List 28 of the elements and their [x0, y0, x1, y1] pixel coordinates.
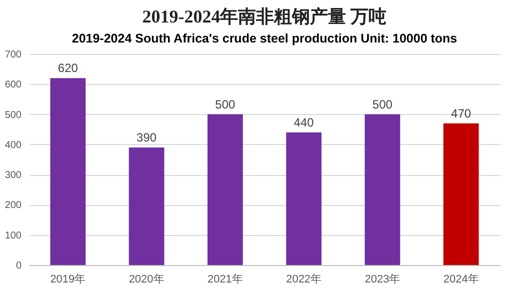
data-label: 440	[294, 115, 314, 130]
y-tick-label: 0	[16, 260, 22, 272]
data-label: 470	[451, 106, 472, 120]
y-tick-label: 500	[4, 110, 22, 121]
y-tick-label: 200	[4, 200, 22, 212]
y-tick-label: 100	[4, 230, 22, 242]
y-tick-label: 600	[4, 80, 22, 91]
y-tick-label: 400	[4, 140, 22, 151]
chart-title: 2019-2024年南非粗钢产量 万吨	[142, 6, 387, 26]
data-label: 390	[136, 130, 157, 144]
bar	[443, 123, 479, 265]
x-tick-label: 2023年	[364, 274, 400, 286]
x-tick-label: 2019年	[50, 274, 86, 286]
data-label: 500	[215, 97, 236, 112]
x-tick-label: 2024年	[443, 274, 479, 286]
x-tick-label: 2020年	[128, 274, 164, 286]
bar	[207, 114, 243, 265]
bar	[364, 114, 400, 265]
bar	[128, 147, 164, 265]
x-tick-label: 2022年	[286, 274, 322, 286]
chart-subtitle: 2019-2024 South Africa's crude steel production Unit: 10000 tons	[72, 32, 458, 46]
data-label: 500	[372, 97, 393, 112]
x-tick-label: 2021年	[207, 274, 243, 286]
data-label: 620	[58, 61, 78, 76]
bar	[286, 132, 322, 265]
y-tick-label: 700	[4, 50, 22, 60]
bar	[50, 78, 86, 265]
y-tick-label: 300	[4, 170, 22, 182]
